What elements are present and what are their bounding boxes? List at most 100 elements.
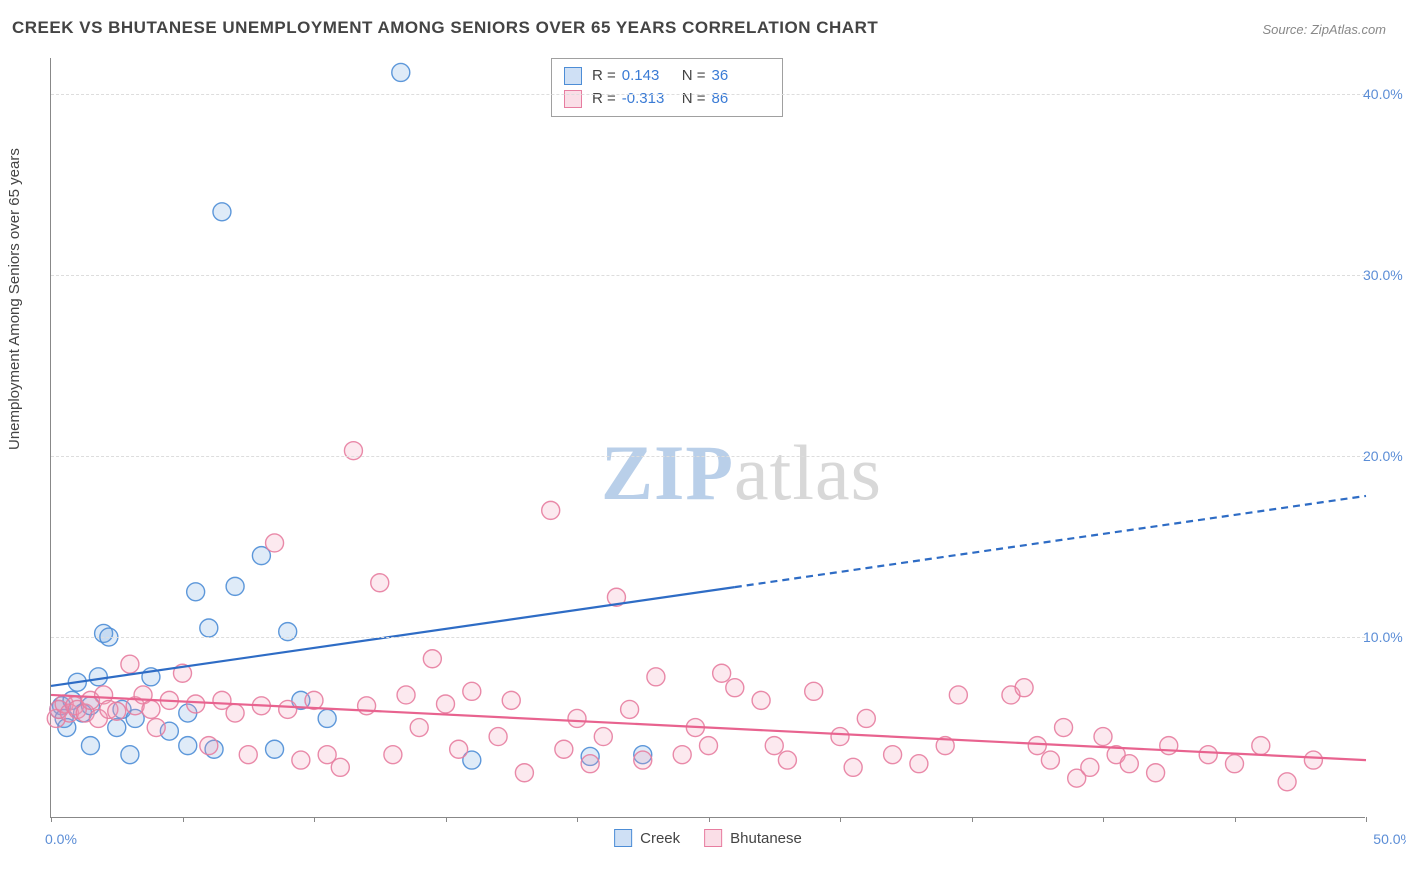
data-point: [392, 63, 410, 81]
data-point: [1160, 737, 1178, 755]
y-axis-label: Unemployment Among Seniors over 65 years: [6, 148, 23, 450]
x-tick: [51, 817, 52, 822]
x-tick: [709, 817, 710, 822]
legend-label-creek: Creek: [640, 830, 680, 847]
data-point: [239, 746, 257, 764]
data-point: [397, 686, 415, 704]
data-point: [1028, 737, 1046, 755]
data-point: [187, 695, 205, 713]
data-point: [179, 737, 197, 755]
data-point: [108, 719, 126, 737]
data-point: [437, 695, 455, 713]
y-tick-label: 20.0%: [1363, 448, 1406, 464]
creek-n-value: 36: [712, 65, 762, 88]
data-point: [1304, 751, 1322, 769]
data-point: [358, 697, 376, 715]
data-point: [226, 577, 244, 595]
x-tick: [1366, 817, 1367, 822]
x-tick: [840, 817, 841, 822]
bhutanese-r-value: -0.313: [622, 88, 672, 111]
data-point: [844, 758, 862, 776]
data-point: [463, 682, 481, 700]
grid-line: 30.0%: [51, 275, 1365, 276]
data-point: [450, 740, 468, 758]
data-point: [292, 751, 310, 769]
stats-legend-box: R = 0.143 N = 36 R = -0.313 N = 86: [551, 58, 783, 117]
data-point: [1041, 751, 1059, 769]
swatch-creek: [564, 67, 582, 85]
x-tick: [1235, 817, 1236, 822]
scatter-plot-area: ZIPatlas R = 0.143 N = 36 R = -0.313 N =…: [50, 58, 1365, 818]
data-point: [89, 668, 107, 686]
y-tick-label: 10.0%: [1363, 629, 1406, 645]
y-tick-label: 30.0%: [1363, 267, 1406, 283]
trend-line-extrapolated: [735, 496, 1366, 587]
data-point: [1252, 737, 1270, 755]
data-point: [410, 719, 428, 737]
legend-swatch-bhutanese: [704, 829, 722, 847]
data-point: [634, 751, 652, 769]
data-point: [765, 737, 783, 755]
data-point: [200, 619, 218, 637]
legend-swatch-creek: [614, 829, 632, 847]
chart-title: CREEK VS BHUTANESE UNEMPLOYMENT AMONG SE…: [12, 18, 878, 38]
n-label: N =: [682, 88, 706, 111]
r-label: R =: [592, 88, 616, 111]
x-tick: [314, 817, 315, 822]
data-point: [884, 746, 902, 764]
data-point: [331, 758, 349, 776]
data-point: [1081, 758, 1099, 776]
data-point: [423, 650, 441, 668]
data-point: [949, 686, 967, 704]
data-point: [121, 655, 139, 673]
data-point: [200, 737, 218, 755]
y-tick-label: 40.0%: [1363, 86, 1406, 102]
n-label: N =: [682, 65, 706, 88]
swatch-bhutanese: [564, 90, 582, 108]
data-point: [700, 737, 718, 755]
data-point: [1226, 755, 1244, 773]
creek-r-value: 0.143: [622, 65, 672, 88]
series-legend: Creek Bhutanese: [614, 829, 802, 847]
data-point: [621, 700, 639, 718]
grid-line: 20.0%: [51, 456, 1365, 457]
x-tick: [1103, 817, 1104, 822]
data-point: [1120, 755, 1138, 773]
x-axis-min-label: 0.0%: [45, 831, 77, 847]
data-point: [726, 679, 744, 697]
data-point: [187, 583, 205, 601]
data-point: [266, 534, 284, 552]
data-point: [752, 691, 770, 709]
data-point: [502, 691, 520, 709]
data-point: [713, 664, 731, 682]
r-label: R =: [592, 65, 616, 88]
data-point: [831, 728, 849, 746]
data-point: [213, 203, 231, 221]
data-point: [266, 740, 284, 758]
data-point: [515, 764, 533, 782]
data-point: [371, 574, 389, 592]
x-axis-max-label: 50.0%: [1373, 831, 1406, 847]
source-credit: Source: ZipAtlas.com: [1262, 22, 1386, 37]
data-point: [594, 728, 612, 746]
data-point: [1094, 728, 1112, 746]
data-point: [647, 668, 665, 686]
data-point: [673, 746, 691, 764]
data-point: [121, 746, 139, 764]
data-point: [142, 700, 160, 718]
legend-label-bhutanese: Bhutanese: [730, 830, 802, 847]
x-tick: [446, 817, 447, 822]
data-point: [555, 740, 573, 758]
x-tick: [577, 817, 578, 822]
data-point: [1147, 764, 1165, 782]
data-point: [1015, 679, 1033, 697]
data-point: [857, 709, 875, 727]
data-point: [81, 737, 99, 755]
data-point: [279, 700, 297, 718]
data-point: [568, 709, 586, 727]
data-point: [489, 728, 507, 746]
data-point: [581, 755, 599, 773]
scatter-svg: [51, 58, 1365, 817]
data-point: [108, 702, 126, 720]
grid-line: 40.0%: [51, 94, 1365, 95]
